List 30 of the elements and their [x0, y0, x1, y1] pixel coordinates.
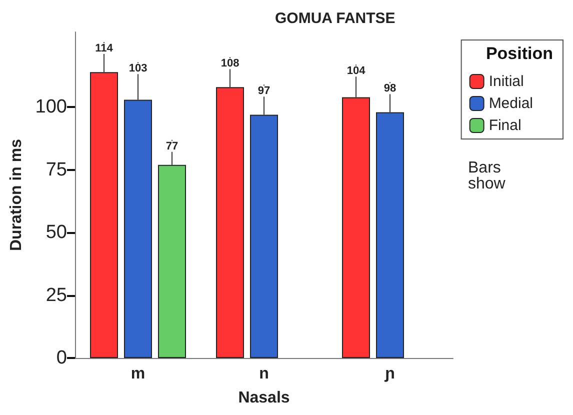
chart-title: GOMUA FANTSE — [275, 10, 396, 27]
data-label: 98 — [384, 82, 396, 95]
data-label: 103 — [128, 62, 148, 75]
y-tick-label: 25 — [46, 284, 67, 306]
legend-label: Final — [488, 117, 522, 134]
x-tick-label: n — [259, 366, 269, 382]
x-axis-title: Nasals — [238, 390, 290, 406]
x-tick-label: m — [130, 366, 146, 382]
y-tick-label: 0 — [56, 348, 67, 368]
text: Bars show — [468, 160, 506, 192]
y-axis-title: Duration in ms — [8, 138, 25, 252]
bar — [158, 164, 186, 358]
legend-label: Medial — [488, 95, 533, 112]
data-label: 108 — [220, 58, 240, 70]
legend-label: Initial — [488, 73, 524, 90]
y-tick-label: 50 — [46, 222, 67, 244]
data-label: 97 — [258, 85, 270, 98]
y-tick-label: 100 — [35, 96, 67, 118]
bar — [250, 114, 278, 358]
legend-title: Position — [486, 44, 554, 63]
bar — [376, 112, 404, 358]
bar — [342, 97, 370, 358]
data-label: 77 — [166, 140, 178, 152]
data-label: 104 — [346, 65, 366, 78]
bar — [90, 72, 118, 358]
x-tick-label: ɲ — [384, 366, 395, 382]
data-label: 114 — [95, 42, 114, 55]
bar — [124, 100, 152, 358]
bar — [216, 87, 244, 358]
y-tick-label: 75 — [46, 159, 67, 180]
